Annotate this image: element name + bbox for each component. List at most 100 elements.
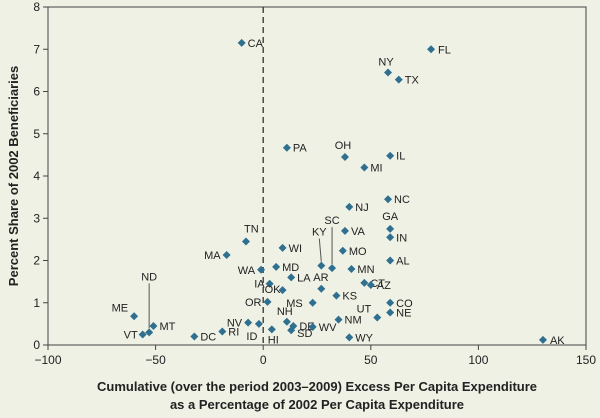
x-axis-title-line1: Cumulative (over the period 2003–2009) E… xyxy=(97,379,537,394)
leader-line-ky xyxy=(318,238,322,262)
point-marker-ms xyxy=(308,298,317,307)
point-marker-ct xyxy=(360,278,369,287)
point-marker-sc xyxy=(328,264,337,273)
point-marker-in xyxy=(386,233,395,242)
point-label-nh: NH xyxy=(277,306,293,318)
point-marker-il xyxy=(386,151,395,160)
point-label-ia: IA xyxy=(254,279,265,291)
y-tick-label: 7 xyxy=(33,42,40,56)
x-axis: −100 −50 0 50 100 150 xyxy=(34,345,596,367)
point-label-ut: UT xyxy=(357,304,372,316)
point-marker-ca xyxy=(237,38,246,47)
point-label-md: MD xyxy=(282,262,299,274)
point-marker-ok xyxy=(278,286,287,295)
point-marker-az xyxy=(366,281,375,290)
point-label-nc: NC xyxy=(394,194,410,206)
point-label-vt: VT xyxy=(124,329,138,341)
point-marker-ga xyxy=(386,224,395,233)
point-label-ms: MS xyxy=(286,298,303,310)
y-tick-label: 5 xyxy=(33,127,40,141)
plot-frame xyxy=(47,6,587,346)
point-label-la: LA xyxy=(297,272,311,284)
point-marker-wa xyxy=(257,265,266,274)
point-label-wv: WV xyxy=(319,322,337,334)
y-axis: 0 1 2 3 4 5 6 7 8 xyxy=(33,0,48,352)
point-label-ca: CA xyxy=(248,38,264,50)
point-label-il: IL xyxy=(396,151,405,163)
point-marker-or xyxy=(263,297,272,306)
point-label-tx: TX xyxy=(405,75,420,87)
point-label-oh: OH xyxy=(335,140,352,152)
point-marker-vt xyxy=(138,330,147,339)
point-marker-pa xyxy=(282,143,291,152)
x-axis-title-line2: as a Percentage of 2002 Per Capita Expen… xyxy=(170,397,464,412)
point-marker-la xyxy=(287,273,296,282)
point-label-ak: AK xyxy=(550,335,565,347)
y-tick-label: 8 xyxy=(33,0,40,14)
point-marker-mt xyxy=(149,321,158,330)
point-label-nd: ND xyxy=(141,271,157,283)
point-label-me: ME xyxy=(112,302,129,314)
point-marker-tn xyxy=(241,237,250,246)
point-label-ri: RI xyxy=(228,326,239,338)
point-marker-ky xyxy=(317,261,326,270)
point-marker-va xyxy=(340,226,349,235)
y-tick-label: 1 xyxy=(33,296,40,310)
point-label-hi: HI xyxy=(268,334,279,346)
point-label-wa: WA xyxy=(238,265,256,277)
point-marker-nv xyxy=(244,318,253,327)
point-label-mt: MT xyxy=(159,321,175,333)
point-marker-dc xyxy=(190,332,199,341)
point-marker-me xyxy=(130,312,139,321)
point-marker-oh xyxy=(340,152,349,161)
point-marker-nj xyxy=(345,202,354,211)
point-marker-md xyxy=(272,262,281,271)
y-tick-label: 0 xyxy=(33,338,40,352)
point-marker-wv xyxy=(308,322,317,331)
x-tick-label: −100 xyxy=(34,353,61,367)
point-label-de: DE xyxy=(299,321,314,333)
point-label-va: VA xyxy=(351,226,366,238)
x-tick-label: 100 xyxy=(468,353,488,367)
y-tick-label: 6 xyxy=(33,85,40,99)
point-label-wy: WY xyxy=(355,332,373,344)
y-tick-label: 4 xyxy=(33,169,40,183)
point-marker-hi xyxy=(267,325,276,334)
point-marker-sd xyxy=(287,326,296,335)
point-label-sc: SC xyxy=(324,215,339,227)
point-marker-ri xyxy=(218,327,227,336)
point-marker-nh xyxy=(282,317,291,326)
point-marker-nd xyxy=(145,328,154,337)
point-marker-id xyxy=(254,319,263,328)
point-label-mo: MO xyxy=(349,246,367,258)
point-marker-ne xyxy=(386,308,395,317)
point-marker-ma xyxy=(222,251,231,260)
point-marker-mi xyxy=(360,163,369,172)
x-tick-label: 0 xyxy=(260,353,267,367)
point-label-or: OR xyxy=(245,297,262,309)
point-label-nv: NV xyxy=(227,318,243,330)
point-label-ny: NY xyxy=(378,56,394,68)
point-label-id: ID xyxy=(246,331,257,343)
point-marker-ks xyxy=(332,291,341,300)
point-label-ks: KS xyxy=(342,291,357,303)
point-label-ar: AR xyxy=(313,272,328,284)
point-marker-nc xyxy=(384,195,393,204)
point-marker-ut xyxy=(373,313,382,322)
point-label-mn: MN xyxy=(357,264,374,276)
x-tick-label: 150 xyxy=(576,353,596,367)
x-tick-label: 50 xyxy=(364,353,378,367)
point-marker-ny xyxy=(384,68,393,77)
point-marker-wy xyxy=(345,333,354,342)
y-tick-label: 3 xyxy=(33,211,40,225)
leader-lines xyxy=(148,227,333,329)
point-label-ga: GA xyxy=(382,211,399,223)
point-label-fl: FL xyxy=(438,44,451,56)
point-marker-tx xyxy=(394,75,403,84)
point-marker-co xyxy=(386,298,395,307)
point-label-ky: KY xyxy=(312,227,327,239)
point-label-tn: TN xyxy=(244,223,259,235)
point-marker-al xyxy=(386,256,395,265)
y-axis-title: Percent Share of 2002 Beneficiaries xyxy=(6,66,21,286)
